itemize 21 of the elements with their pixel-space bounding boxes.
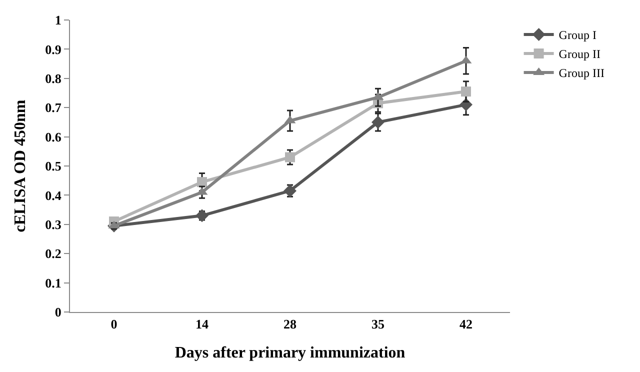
y-tick-label: 0.2 xyxy=(45,246,62,262)
y-tick-label: 0 xyxy=(54,304,62,320)
x-tick-label: 42 xyxy=(460,316,472,332)
y-tick-label: 0.3 xyxy=(45,216,62,232)
x-tick-label: 35 xyxy=(372,316,385,332)
y-tick-label: 0.7 xyxy=(45,100,62,116)
y-tick-label: 0.4 xyxy=(45,188,62,203)
x-tick-label: 0 xyxy=(110,316,118,332)
legend-label: Group II xyxy=(558,47,600,62)
y-tick-label: 0.6 xyxy=(45,129,62,144)
y-tick-label: 0.1 xyxy=(45,275,62,290)
x-tick-label: 14 xyxy=(196,316,209,332)
y-tick-label: 1 xyxy=(54,12,62,28)
y-tick-label: 0.8 xyxy=(45,70,62,86)
y-tick-label: 0.9 xyxy=(45,42,62,57)
legend-label: Group I xyxy=(558,28,596,42)
x-axis-title: Days after primary immunization xyxy=(174,344,406,362)
y-tick-label: 0.5 xyxy=(45,158,62,174)
y-axis-title: cELISA OD 450nm xyxy=(12,99,30,232)
x-tick-label: 28 xyxy=(284,316,297,332)
legend-label: Group III xyxy=(558,66,604,80)
